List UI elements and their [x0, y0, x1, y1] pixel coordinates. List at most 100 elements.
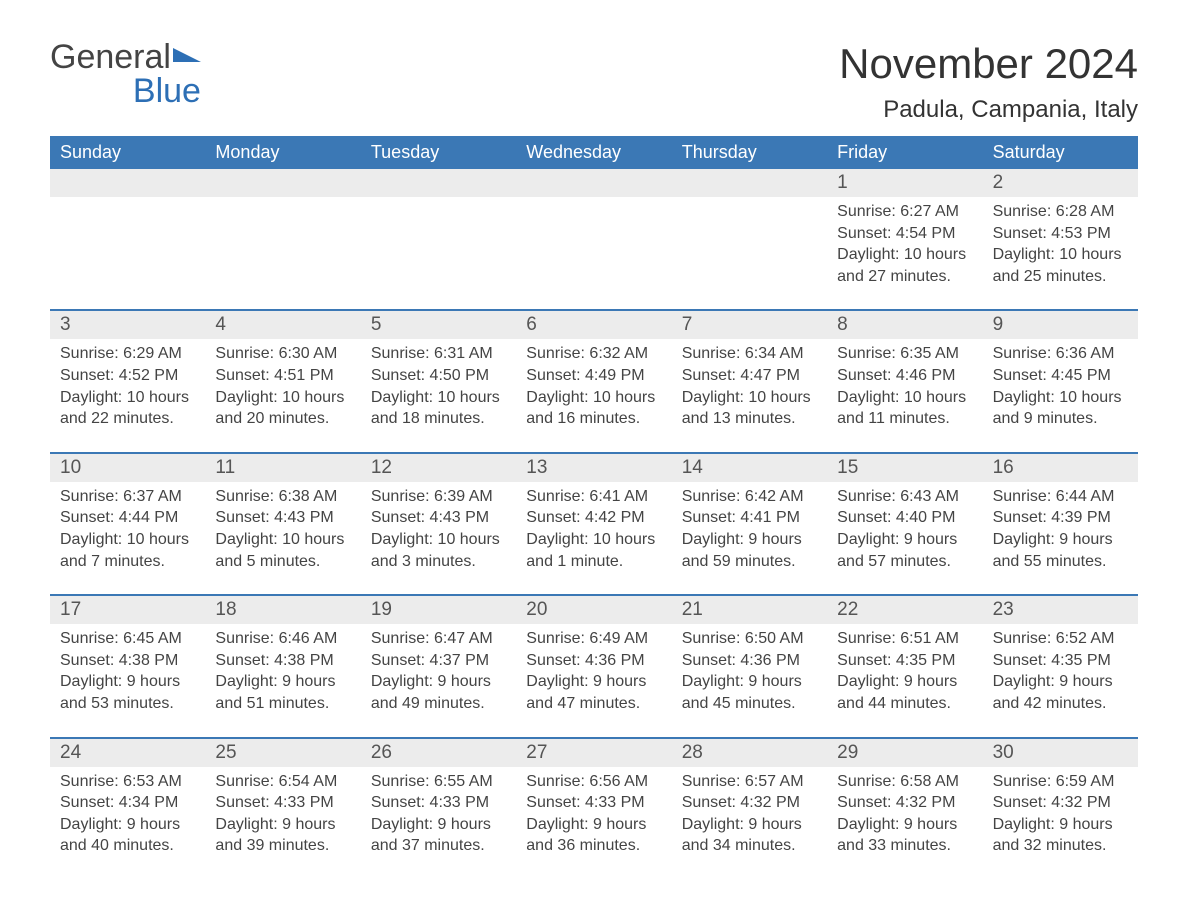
daylight-line: Daylight: 10 hours and 9 minutes. — [993, 387, 1128, 430]
sunset-line: Sunset: 4:33 PM — [215, 792, 350, 814]
day-number: 17 — [50, 596, 205, 624]
daylight-line: Daylight: 9 hours and 45 minutes. — [682, 671, 817, 714]
day-content: Sunrise: 6:34 AMSunset: 4:47 PMDaylight:… — [672, 339, 827, 435]
day-content: Sunrise: 6:32 AMSunset: 4:49 PMDaylight:… — [516, 339, 671, 435]
sunset-line: Sunset: 4:39 PM — [993, 507, 1128, 529]
day-cell: 15Sunrise: 6:43 AMSunset: 4:40 PMDayligh… — [827, 454, 982, 578]
sunset-line: Sunset: 4:34 PM — [60, 792, 195, 814]
day-content: Sunrise: 6:31 AMSunset: 4:50 PMDaylight:… — [361, 339, 516, 435]
day-content: Sunrise: 6:42 AMSunset: 4:41 PMDaylight:… — [672, 482, 827, 578]
day-cell: 23Sunrise: 6:52 AMSunset: 4:35 PMDayligh… — [983, 596, 1138, 720]
sunset-line: Sunset: 4:43 PM — [371, 507, 506, 529]
daylight-line: Daylight: 9 hours and 57 minutes. — [837, 529, 972, 572]
sunrise-line: Sunrise: 6:46 AM — [215, 628, 350, 650]
sunset-line: Sunset: 4:32 PM — [837, 792, 972, 814]
sunrise-line: Sunrise: 6:38 AM — [215, 486, 350, 508]
day-cell: 25Sunrise: 6:54 AMSunset: 4:33 PMDayligh… — [205, 739, 360, 863]
sunrise-line: Sunrise: 6:43 AM — [837, 486, 972, 508]
sunset-line: Sunset: 4:54 PM — [837, 223, 972, 245]
weekday-header: Saturday — [983, 136, 1138, 169]
sunrise-line: Sunrise: 6:37 AM — [60, 486, 195, 508]
sunset-line: Sunset: 4:41 PM — [682, 507, 817, 529]
daylight-line: Daylight: 9 hours and 40 minutes. — [60, 814, 195, 857]
daylight-line: Daylight: 10 hours and 22 minutes. — [60, 387, 195, 430]
sunrise-line: Sunrise: 6:42 AM — [682, 486, 817, 508]
sunset-line: Sunset: 4:47 PM — [682, 365, 817, 387]
day-content: Sunrise: 6:52 AMSunset: 4:35 PMDaylight:… — [983, 624, 1138, 720]
day-number: 2 — [983, 169, 1138, 197]
daylight-line: Daylight: 10 hours and 27 minutes. — [837, 244, 972, 287]
empty-cell — [672, 169, 827, 293]
day-cell: 16Sunrise: 6:44 AMSunset: 4:39 PMDayligh… — [983, 454, 1138, 578]
daylight-line: Daylight: 10 hours and 25 minutes. — [993, 244, 1128, 287]
day-cell: 13Sunrise: 6:41 AMSunset: 4:42 PMDayligh… — [516, 454, 671, 578]
day-cell: 2Sunrise: 6:28 AMSunset: 4:53 PMDaylight… — [983, 169, 1138, 293]
day-number: 3 — [50, 311, 205, 339]
day-content: Sunrise: 6:37 AMSunset: 4:44 PMDaylight:… — [50, 482, 205, 578]
sunrise-line: Sunrise: 6:35 AM — [837, 343, 972, 365]
daylight-line: Daylight: 10 hours and 20 minutes. — [215, 387, 350, 430]
sunset-line: Sunset: 4:40 PM — [837, 507, 972, 529]
day-content: Sunrise: 6:56 AMSunset: 4:33 PMDaylight:… — [516, 767, 671, 863]
day-number: 7 — [672, 311, 827, 339]
daylight-line: Daylight: 10 hours and 11 minutes. — [837, 387, 972, 430]
day-cell: 24Sunrise: 6:53 AMSunset: 4:34 PMDayligh… — [50, 739, 205, 863]
sunrise-line: Sunrise: 6:56 AM — [526, 771, 661, 793]
day-cell: 6Sunrise: 6:32 AMSunset: 4:49 PMDaylight… — [516, 311, 671, 435]
daylight-line: Daylight: 9 hours and 34 minutes. — [682, 814, 817, 857]
sunset-line: Sunset: 4:35 PM — [837, 650, 972, 672]
flag-icon — [173, 40, 201, 74]
day-content: Sunrise: 6:51 AMSunset: 4:35 PMDaylight:… — [827, 624, 982, 720]
empty-cell — [205, 169, 360, 293]
logo-blue: Blue — [50, 74, 201, 108]
daylight-line: Daylight: 9 hours and 49 minutes. — [371, 671, 506, 714]
sunset-line: Sunset: 4:45 PM — [993, 365, 1128, 387]
sunrise-line: Sunrise: 6:54 AM — [215, 771, 350, 793]
daylight-line: Daylight: 9 hours and 42 minutes. — [993, 671, 1128, 714]
day-cell: 26Sunrise: 6:55 AMSunset: 4:33 PMDayligh… — [361, 739, 516, 863]
day-number: 5 — [361, 311, 516, 339]
sunrise-line: Sunrise: 6:52 AM — [993, 628, 1128, 650]
header: General Blue November 2024 Padula, Campa… — [50, 40, 1138, 124]
day-content: Sunrise: 6:59 AMSunset: 4:32 PMDaylight:… — [983, 767, 1138, 863]
sunset-line: Sunset: 4:33 PM — [371, 792, 506, 814]
day-content: Sunrise: 6:54 AMSunset: 4:33 PMDaylight:… — [205, 767, 360, 863]
daylight-line: Daylight: 9 hours and 51 minutes. — [215, 671, 350, 714]
sunset-line: Sunset: 4:44 PM — [60, 507, 195, 529]
sunset-line: Sunset: 4:32 PM — [682, 792, 817, 814]
daylight-line: Daylight: 10 hours and 3 minutes. — [371, 529, 506, 572]
sunset-line: Sunset: 4:32 PM — [993, 792, 1128, 814]
empty-cell — [361, 169, 516, 293]
day-content: Sunrise: 6:50 AMSunset: 4:36 PMDaylight:… — [672, 624, 827, 720]
daylight-line: Daylight: 10 hours and 5 minutes. — [215, 529, 350, 572]
day-number: 26 — [361, 739, 516, 767]
sunset-line: Sunset: 4:38 PM — [60, 650, 195, 672]
day-content: Sunrise: 6:55 AMSunset: 4:33 PMDaylight:… — [361, 767, 516, 863]
daylight-line: Daylight: 9 hours and 36 minutes. — [526, 814, 661, 857]
empty-cell — [50, 169, 205, 293]
day-content: Sunrise: 6:29 AMSunset: 4:52 PMDaylight:… — [50, 339, 205, 435]
day-content: Sunrise: 6:53 AMSunset: 4:34 PMDaylight:… — [50, 767, 205, 863]
day-content: Sunrise: 6:58 AMSunset: 4:32 PMDaylight:… — [827, 767, 982, 863]
day-number: 21 — [672, 596, 827, 624]
daylight-line: Daylight: 9 hours and 59 minutes. — [682, 529, 817, 572]
day-cell: 22Sunrise: 6:51 AMSunset: 4:35 PMDayligh… — [827, 596, 982, 720]
weekday-header: Tuesday — [361, 136, 516, 169]
logo-text: General Blue — [50, 40, 201, 108]
daylight-line: Daylight: 10 hours and 18 minutes. — [371, 387, 506, 430]
day-cell: 7Sunrise: 6:34 AMSunset: 4:47 PMDaylight… — [672, 311, 827, 435]
weekday-header: Thursday — [672, 136, 827, 169]
sunrise-line: Sunrise: 6:59 AM — [993, 771, 1128, 793]
sunset-line: Sunset: 4:49 PM — [526, 365, 661, 387]
day-content: Sunrise: 6:35 AMSunset: 4:46 PMDaylight:… — [827, 339, 982, 435]
day-cell: 4Sunrise: 6:30 AMSunset: 4:51 PMDaylight… — [205, 311, 360, 435]
sunset-line: Sunset: 4:42 PM — [526, 507, 661, 529]
day-number: 9 — [983, 311, 1138, 339]
day-cell: 10Sunrise: 6:37 AMSunset: 4:44 PMDayligh… — [50, 454, 205, 578]
sunset-line: Sunset: 4:50 PM — [371, 365, 506, 387]
day-number: 20 — [516, 596, 671, 624]
sunrise-line: Sunrise: 6:28 AM — [993, 201, 1128, 223]
daylight-line: Daylight: 9 hours and 33 minutes. — [837, 814, 972, 857]
sunset-line: Sunset: 4:51 PM — [215, 365, 350, 387]
title-block: November 2024 Padula, Campania, Italy — [839, 40, 1138, 124]
